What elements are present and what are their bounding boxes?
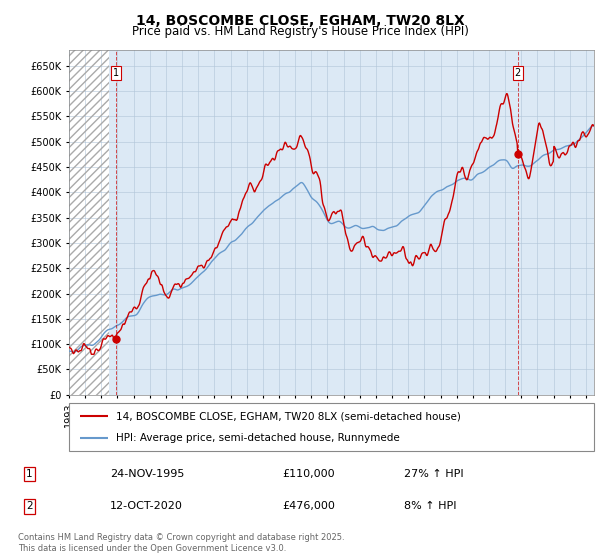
Text: 8% ↑ HPI: 8% ↑ HPI [404,501,456,511]
Text: 14, BOSCOMBE CLOSE, EGHAM, TW20 8LX: 14, BOSCOMBE CLOSE, EGHAM, TW20 8LX [136,14,464,28]
14, BOSCOMBE CLOSE, EGHAM, TW20 8LX (semi-detached house) [519,157,526,164]
Text: 12-OCT-2020: 12-OCT-2020 [110,501,183,511]
Bar [69,50,109,395]
14, BOSCOMBE CLOSE, EGHAM, TW20 8LX (semi-detached house) [464,175,472,181]
14, BOSCOMBE CLOSE, EGHAM, TW20 8LX (semi-detached house) [65,344,73,351]
Text: HPI: Average price, semi-detached house, Runnymede: HPI: Average price, semi-detached house,… [116,433,400,443]
Line: 14, BOSCOMBE CLOSE, EGHAM, TW20 8LX (semi-detached house): 14, BOSCOMBE CLOSE, EGHAM, TW20 8LX (sem… [69,94,594,354]
Bar [69,50,109,395]
Text: Price paid vs. HM Land Registry's House Price Index (HPI): Price paid vs. HM Land Registry's House … [131,25,469,38]
HPI: Average price, semi-detached house, Runnymede: (2.01e+03, 3.31e+05): Average price, semi-detached house, Runn… [371,224,378,231]
FancyBboxPatch shape [69,403,594,451]
14, BOSCOMBE CLOSE, EGHAM, TW20 8LX (semi-detached house) [385,250,392,256]
14, BOSCOMBE CLOSE, EGHAM, TW20 8LX (semi-detached house) [401,246,408,253]
Text: 14, BOSCOMBE CLOSE, EGHAM, TW20 8LX (semi-detached house): 14, BOSCOMBE CLOSE, EGHAM, TW20 8LX (sem… [116,411,461,421]
HPI: Average price, semi-detached house, Runnymede: (2.01e+03, 3.29e+05): Average price, semi-detached house, Runn… [385,225,392,231]
14, BOSCOMBE CLOSE, EGHAM, TW20 8LX (semi-detached house) [503,90,510,97]
Text: 1: 1 [26,469,32,479]
Text: 24-NOV-1995: 24-NOV-1995 [110,469,184,479]
Text: Contains HM Land Registry data © Crown copyright and database right 2025.
This d: Contains HM Land Registry data © Crown c… [18,533,344,553]
14, BOSCOMBE CLOSE, EGHAM, TW20 8LX (semi-detached house) [590,123,598,129]
HPI: Average price, semi-detached house, Runnymede: (2.02e+03, 4.54e+05): Average price, semi-detached house, Runn… [518,162,526,169]
14, BOSCOMBE CLOSE, EGHAM, TW20 8LX (semi-detached house) [88,351,95,358]
HPI: Average price, semi-detached house, Runnymede: (2.02e+03, 4.26e+05): Average price, semi-detached house, Runn… [464,176,472,183]
Text: 2: 2 [26,501,32,511]
14, BOSCOMBE CLOSE, EGHAM, TW20 8LX (semi-detached house) [98,340,106,347]
HPI: Average price, semi-detached house, Runnymede: (1.99e+03, 8.45e+04): Average price, semi-detached house, Runn… [71,349,78,356]
HPI: Average price, semi-detached house, Runnymede: (2e+03, 1.16e+05): Average price, semi-detached house, Runn… [98,333,106,339]
Text: 1: 1 [113,68,119,78]
14, BOSCOMBE CLOSE, EGHAM, TW20 8LX (semi-detached house) [371,253,378,259]
Text: £110,000: £110,000 [283,469,335,479]
Text: 2: 2 [515,68,521,78]
HPI: Average price, semi-detached house, Runnymede: (2.01e+03, 3.46e+05): Average price, semi-detached house, Runn… [401,216,408,223]
Text: 27% ↑ HPI: 27% ↑ HPI [404,469,463,479]
Line: HPI: Average price, semi-detached house, Runnymede: HPI: Average price, semi-detached house,… [69,125,594,352]
HPI: Average price, semi-detached house, Runnymede: (1.99e+03, 8.62e+04): Average price, semi-detached house, Runn… [65,348,73,354]
Text: £476,000: £476,000 [283,501,335,511]
HPI: Average price, semi-detached house, Runnymede: (2.03e+03, 5.32e+05): Average price, semi-detached house, Runn… [590,122,598,129]
